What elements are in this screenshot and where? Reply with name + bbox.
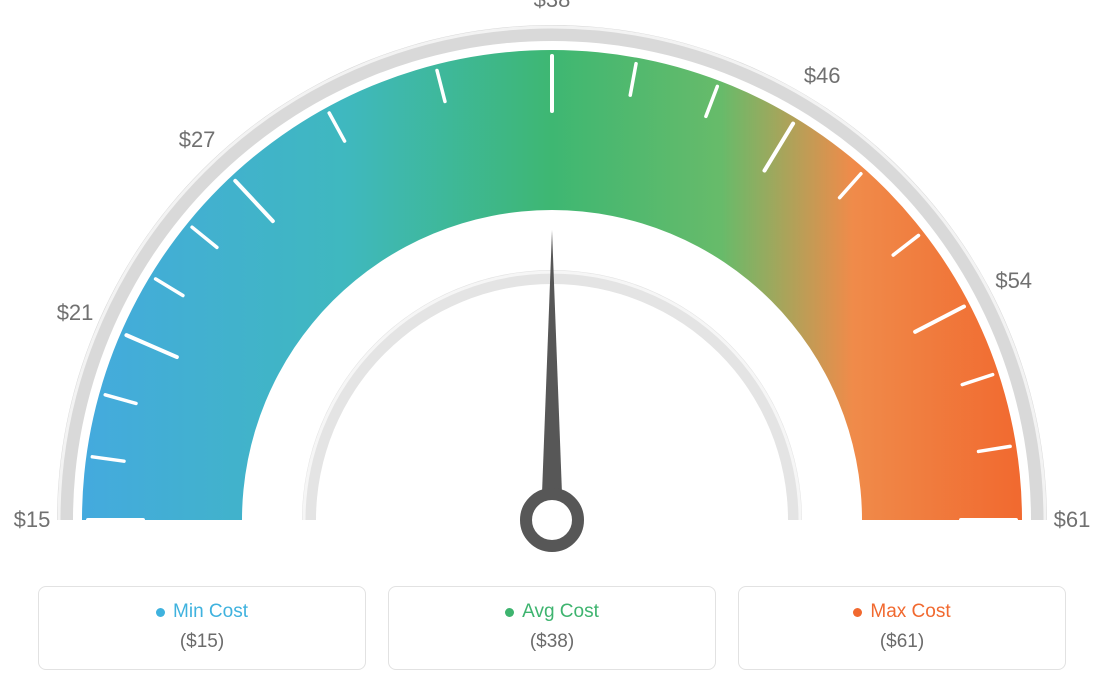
legend-dot-icon (853, 608, 862, 617)
gauge-tick-label: $38 (534, 0, 571, 13)
legend: Min Cost ($15) Avg Cost ($38) Max Cost ($61) (38, 586, 1066, 670)
legend-dot-icon (156, 608, 165, 617)
legend-label: Min Cost (156, 601, 248, 623)
gauge-tick-label: $46 (804, 63, 841, 89)
gauge-tick-label: $15 (14, 507, 51, 533)
gauge: $15 $21 $27 $38 $46 $54 $61 (0, 0, 1104, 575)
legend-label: Avg Cost (505, 601, 599, 623)
gauge-tick-label: $27 (179, 127, 216, 153)
legend-label: Max Cost (853, 601, 950, 623)
gauge-svg (0, 0, 1104, 575)
legend-card-avg: Avg Cost ($38) (388, 586, 716, 670)
legend-label-text: Min Cost (173, 601, 248, 623)
legend-value: ($15) (49, 631, 355, 653)
legend-card-min: Min Cost ($15) (38, 586, 366, 670)
legend-card-max: Max Cost ($61) (738, 586, 1066, 670)
legend-value: ($61) (749, 631, 1055, 653)
gauge-tick-label: $61 (1054, 507, 1091, 533)
legend-label-text: Max Cost (870, 601, 950, 623)
legend-value: ($38) (399, 631, 705, 653)
gauge-tick-label: $21 (57, 300, 94, 326)
legend-dot-icon (505, 608, 514, 617)
legend-label-text: Avg Cost (522, 601, 599, 623)
cost-gauge-chart: $15 $21 $27 $38 $46 $54 $61 Min Cost ($15) Avg C… (0, 0, 1104, 690)
gauge-tick-label: $54 (995, 268, 1032, 294)
